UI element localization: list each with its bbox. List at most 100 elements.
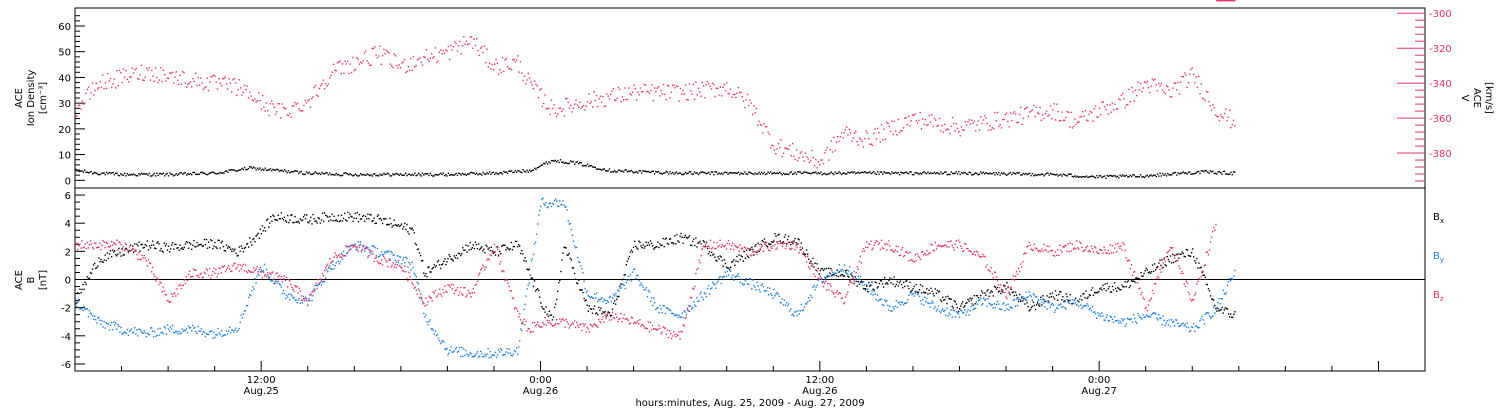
data-point [564,326,566,328]
data-point [871,249,873,251]
data-point [840,270,843,272]
data-point [932,125,934,128]
data-point [1082,293,1084,295]
data-point [584,287,586,290]
data-point [264,274,267,276]
data-point [972,308,974,311]
data-point [183,172,185,174]
data-point [552,203,555,206]
data-point [1074,302,1077,304]
data-point [161,173,163,175]
data-point [267,274,269,276]
data-point [365,174,367,176]
data-point [926,172,928,175]
data-point [772,145,774,147]
data-point [286,172,288,174]
data-point [614,170,616,172]
data-point [875,239,877,242]
data-point [566,321,568,323]
data-point [188,270,191,272]
data-point [666,84,669,87]
data-point [985,117,987,119]
data-point [152,75,154,77]
data-point [167,245,170,247]
data-point [926,297,928,300]
data-point [232,248,234,250]
data-point [758,120,760,123]
data-point [622,278,624,280]
data-point [1131,175,1133,178]
data-point [629,322,632,324]
data-point [631,271,634,273]
data-point [409,227,411,229]
data-point [949,298,951,300]
data-point [333,215,335,217]
data-point [652,170,654,172]
data-point [948,312,950,314]
data-point [702,240,704,242]
data-point [644,84,647,86]
data-point [156,172,158,174]
data-point [514,240,517,243]
data-point [958,308,961,310]
data-point [660,89,662,92]
data-point [950,240,952,242]
data-point [164,327,167,329]
data-point [134,243,136,245]
data-point [208,246,211,249]
data-point [1106,174,1108,177]
data-point [879,279,882,282]
data-point [248,246,250,248]
data-point [1114,175,1116,177]
data-point [754,172,756,174]
data-point [380,174,382,176]
data-point [1036,302,1039,304]
data-point [935,310,938,312]
data-point [967,248,969,250]
data-point [77,248,79,251]
data-point [231,270,233,272]
data-point [494,63,496,65]
data-point [473,292,476,294]
data-point [844,173,847,175]
data-point [635,322,637,325]
data-point [587,294,589,297]
data-point [620,313,622,315]
data-point [547,322,549,324]
data-point [240,87,242,89]
data-point [516,310,519,312]
data-point [125,70,127,72]
data-point [270,215,272,218]
data-point [817,277,819,279]
data-point [697,267,699,269]
data-point [1171,96,1173,98]
data-point [282,170,284,173]
data-point [748,104,750,107]
data-point [272,103,274,105]
data-point [642,324,644,326]
data-point [243,84,246,87]
data-point [736,246,738,249]
data-point [864,171,866,173]
data-point [829,272,831,274]
data-point [873,132,875,135]
data-point [334,174,336,176]
data-point [1132,314,1135,316]
data-point [689,296,692,299]
data-point [230,332,232,334]
data-point [1020,106,1022,109]
data-point [506,66,509,68]
data-point [202,245,204,247]
data-point [359,173,362,175]
data-point [849,266,851,268]
data-point [339,174,341,177]
data-point [322,275,325,277]
data-point [745,99,747,101]
data-point [880,298,883,300]
data-point [421,64,424,66]
data-point [211,75,214,77]
data-point [456,174,459,177]
data-point [298,108,300,110]
data-point [997,291,1000,293]
data-point [1002,291,1004,293]
